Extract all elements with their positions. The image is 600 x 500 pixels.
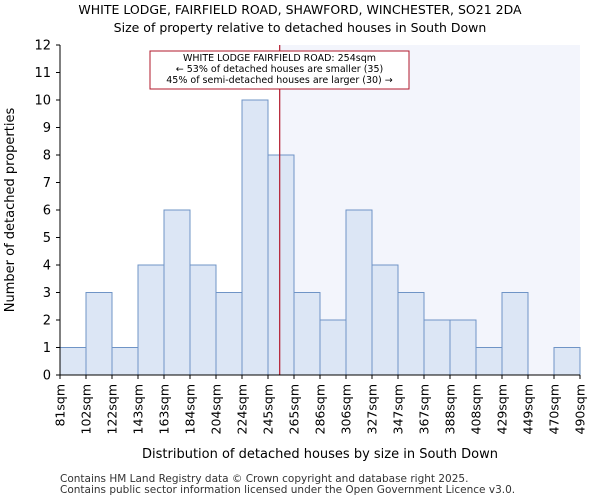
bars-group xyxy=(59,99,581,376)
x-tick-label: 163sqm xyxy=(157,384,172,434)
y-tick-label: 4 xyxy=(43,259,51,274)
y-tick-label: 9 xyxy=(43,121,51,136)
x-tick-label: 143sqm xyxy=(131,384,146,434)
bar-367sqm xyxy=(423,319,451,376)
x-tick-label: 470sqm xyxy=(547,384,562,434)
bar-265sqm xyxy=(293,292,321,376)
bar-81sqm xyxy=(59,347,87,376)
footer-copyright: Contains HM Land Registry data © Crown c… xyxy=(60,473,469,485)
y-tick-label: 1 xyxy=(43,341,51,356)
bar-286sqm xyxy=(319,319,347,376)
x-tick-label: 184sqm xyxy=(183,384,198,434)
y-tick-label: 11 xyxy=(34,66,51,81)
y-tick-label: 3 xyxy=(43,286,51,301)
annotation-line-1: WHITE LODGE FAIRFIELD ROAD: 254sqm xyxy=(183,53,376,64)
x-tick-label: 449sqm xyxy=(521,384,536,434)
x-tick-label: 327sqm xyxy=(365,384,380,434)
x-tick-label: 286sqm xyxy=(313,384,328,434)
x-tick-label: 81sqm xyxy=(53,384,68,427)
x-tick-label: 102sqm xyxy=(79,384,94,434)
y-tick-label: 6 xyxy=(43,204,51,219)
x-tick-label: 306sqm xyxy=(339,384,354,434)
bar-204sqm xyxy=(215,292,243,376)
footer-licence: Contains public sector information licen… xyxy=(60,484,516,496)
x-tick-label: 224sqm xyxy=(235,384,250,434)
bar-408sqm xyxy=(475,347,503,376)
bar-306sqm xyxy=(345,209,373,376)
y-axis-label: Number of detached properties xyxy=(3,108,18,313)
x-tick-label: 122sqm xyxy=(105,384,120,434)
bar-102sqm xyxy=(85,292,113,376)
bar-224sqm xyxy=(241,99,269,376)
annotation-line-2: ← 53% of detached houses are smaller (35… xyxy=(176,64,383,75)
annotation-box: WHITE LODGE FAIRFIELD ROAD: 254sqm ← 53%… xyxy=(149,50,410,90)
y-tick-label: 2 xyxy=(43,314,51,329)
x-tick-label: 204sqm xyxy=(209,384,224,434)
y-tick-label: 10 xyxy=(34,94,51,109)
y-tick-label: 8 xyxy=(43,149,51,164)
bar-347sqm xyxy=(397,292,425,376)
x-axis-label: Distribution of detached houses by size … xyxy=(142,447,498,462)
y-tick-label: 0 xyxy=(43,369,51,384)
x-tick-label: 429sqm xyxy=(495,384,510,434)
bar-327sqm xyxy=(371,264,399,376)
bar-122sqm xyxy=(111,347,139,376)
y-tick-label: 5 xyxy=(43,231,51,246)
chart-title: WHITE LODGE, FAIRFIELD ROAD, SHAWFORD, W… xyxy=(78,2,522,17)
x-tick-label: 388sqm xyxy=(443,384,458,434)
x-tick-label: 408sqm xyxy=(469,384,484,434)
bar-245sqm xyxy=(267,154,295,376)
x-tick-label: 347sqm xyxy=(391,384,406,434)
x-tick-label: 245sqm xyxy=(261,384,276,434)
bar-143sqm xyxy=(137,264,165,376)
y-tick-label: 7 xyxy=(43,176,51,191)
bar-163sqm xyxy=(163,209,191,376)
chart-subtitle: Size of property relative to detached ho… xyxy=(113,20,487,35)
x-tick-label: 367sqm xyxy=(417,384,432,434)
x-tick-label: 265sqm xyxy=(287,384,302,434)
bar-470sqm xyxy=(553,347,581,376)
x-tick-label: 490sqm xyxy=(573,384,588,434)
bar-429sqm xyxy=(501,292,529,376)
bar-184sqm xyxy=(189,264,217,376)
annotation-line-3: 45% of semi-detached houses are larger (… xyxy=(166,75,393,86)
bar-388sqm xyxy=(449,319,477,376)
annotation-frame xyxy=(149,50,410,90)
y-tick-label: 12 xyxy=(34,39,51,54)
